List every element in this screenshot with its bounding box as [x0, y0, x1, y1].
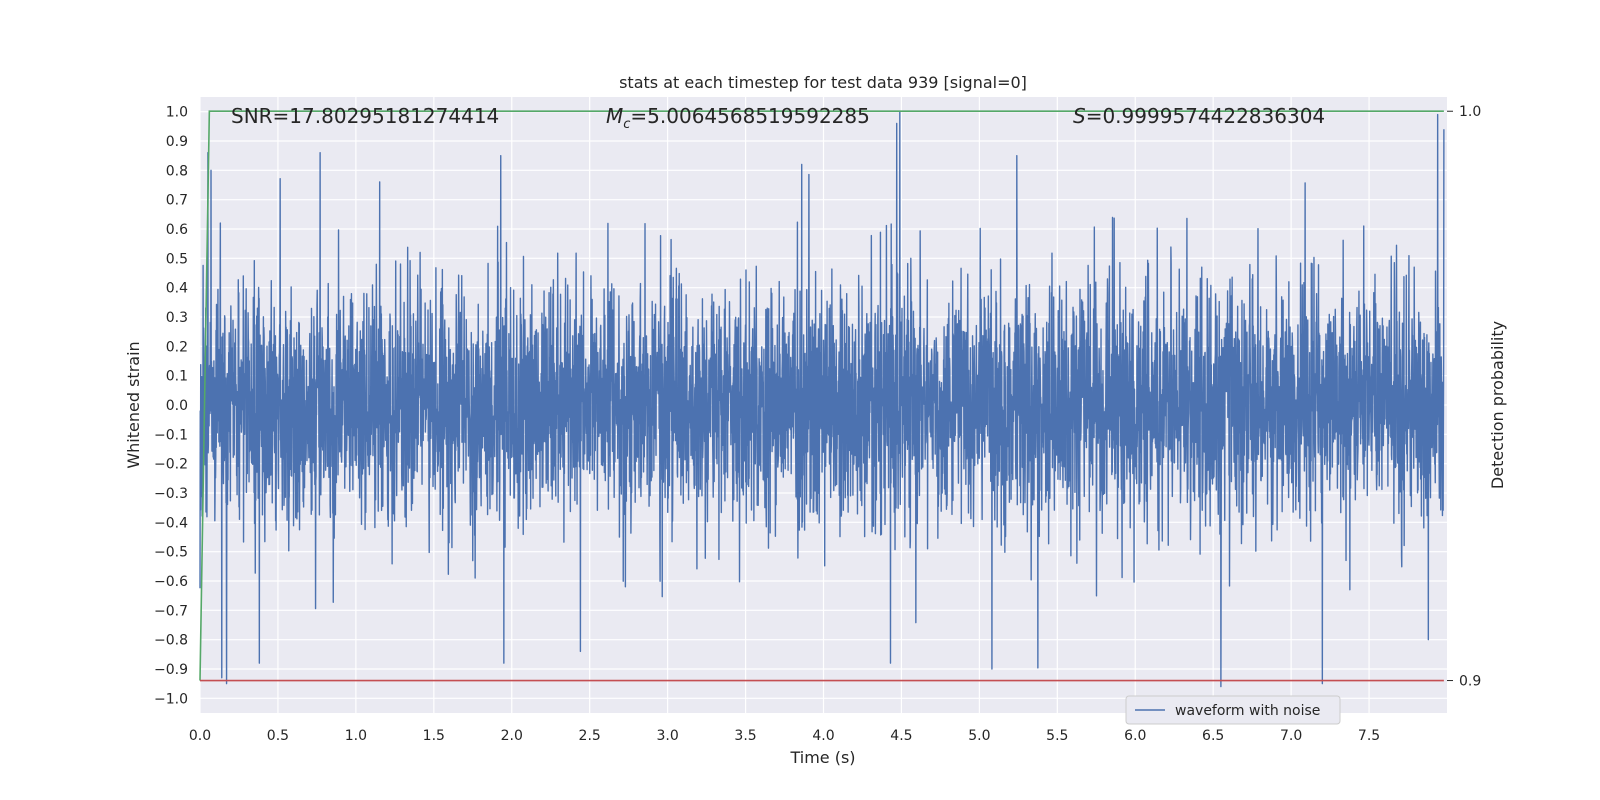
x-tick-label: 1.5	[423, 728, 445, 744]
y-tick-label: 0.9	[166, 134, 188, 150]
y2-axis-label: Detection probability	[1488, 321, 1507, 489]
y-tick-label: 0.5	[166, 251, 188, 267]
score-symbol: S	[1073, 104, 1086, 128]
chirp-mass-value: =5.0064568519592285	[630, 104, 869, 128]
legend: waveform with noise	[1125, 695, 1341, 725]
x-tick-label: 4.0	[812, 728, 834, 744]
y2-tick-label: 1.0	[1459, 104, 1481, 120]
y-tick-label: −0.3	[154, 486, 188, 502]
chirp-mass-subscript: c	[623, 117, 630, 132]
x-tick-label: 0.0	[189, 728, 211, 744]
series-layer	[199, 110, 1445, 688]
x-tick-label: 6.5	[1202, 728, 1224, 744]
x-tick-label: 5.0	[968, 728, 990, 744]
chirp-mass-annotation: Mc=5.0064568519592285	[606, 104, 870, 132]
y-tick-label: −0.2	[154, 457, 188, 473]
y-tick-label: 0.3	[166, 310, 188, 326]
x-tick-label: 0.5	[267, 728, 289, 744]
y-tick-label: 0.6	[166, 222, 188, 238]
x-tick-label: 4.5	[890, 728, 912, 744]
legend-label-waveform: waveform with noise	[1175, 703, 1320, 719]
score-annotation: S=0.9999574422836304	[1073, 104, 1325, 128]
y-tick-label: −0.9	[154, 662, 188, 678]
score-value: =0.9999574422836304	[1086, 104, 1325, 128]
x-tick-label: 2.0	[501, 728, 523, 744]
series-waveform-with-noise	[199, 110, 1445, 688]
x-tick-label: 2.5	[579, 728, 601, 744]
y-tick-label: −0.1	[154, 427, 188, 443]
y-tick-label: 0.2	[166, 339, 188, 355]
y-tick-label: −1.0	[154, 691, 188, 707]
y-tick-label: −0.4	[154, 515, 188, 531]
x-tick-label: 7.0	[1280, 728, 1302, 744]
chart-title: stats at each timestep for test data 939…	[619, 73, 1027, 92]
y-tick-label: 1.0	[166, 105, 188, 121]
series-detection-probability	[199, 110, 1444, 681]
x-axis-label: Time (s)	[789, 748, 855, 767]
y-tick-label: −0.5	[154, 545, 188, 561]
legend-box	[1125, 695, 1341, 725]
y2-tick-label: 0.9	[1459, 674, 1481, 690]
y-tick-label: 0.8	[166, 163, 188, 179]
x-tick-label: 5.5	[1046, 728, 1068, 744]
x-tick-label: 3.0	[656, 728, 678, 744]
y-tick-label: 0.0	[166, 398, 188, 414]
x-tick-label: 1.0	[345, 728, 367, 744]
y-tick-label: −0.6	[154, 574, 188, 590]
x-tick-label: 6.0	[1124, 728, 1146, 744]
y-axis-label: Whitened strain	[124, 341, 143, 468]
y-tick-label: 0.7	[166, 193, 188, 209]
x-tick-label: 7.5	[1358, 728, 1380, 744]
y-tick-label: 0.1	[166, 369, 188, 385]
x-tick-label: 3.5	[734, 728, 756, 744]
snr-annotation: SNR=17.80295181274414	[231, 104, 499, 128]
y-tick-label: 0.4	[166, 281, 188, 297]
y-tick-label: −0.8	[154, 633, 188, 649]
tick-labels: 0.0 0.5 1.0 1.5 2.0 2.5 3.0 3.5 4.0 4.5 5.0 5.5 6.0 6…	[154, 104, 1481, 744]
chirp-mass-symbol: M	[606, 104, 623, 128]
y-tick-label: −0.7	[154, 603, 188, 619]
